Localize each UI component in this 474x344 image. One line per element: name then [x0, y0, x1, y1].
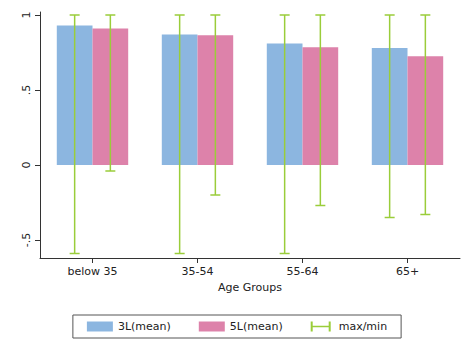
svg-text:-.5: -.5	[20, 233, 33, 247]
svg-text:below 35: below 35	[67, 265, 117, 278]
svg-text:3L(mean): 3L(mean)	[118, 320, 171, 333]
svg-text:65+: 65+	[396, 265, 419, 278]
svg-text:Age Groups: Age Groups	[218, 281, 282, 294]
svg-text:.5: .5	[20, 85, 33, 96]
svg-text:0: 0	[20, 162, 33, 169]
svg-text:5L(mean): 5L(mean)	[230, 320, 283, 333]
svg-text:55-64: 55-64	[287, 265, 319, 278]
svg-text:max/min: max/min	[339, 320, 387, 333]
svg-text:35-54: 35-54	[182, 265, 214, 278]
svg-text:1: 1	[20, 12, 33, 19]
